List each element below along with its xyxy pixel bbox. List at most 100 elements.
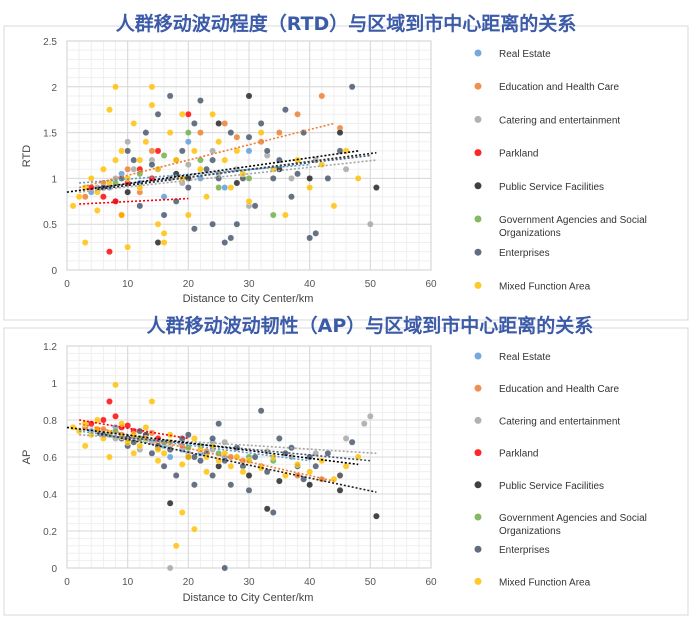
chart-1-title: 人群移动波动程度（RTD）与区域到市中心距离的关系 [116, 12, 577, 35]
chart-2-point-mixed-function-area [203, 453, 210, 461]
chart-1-point-parkland [106, 248, 113, 256]
chart-1-point-enterprises [269, 174, 277, 182]
chart-2-point-mixed-function-area [154, 446, 162, 453]
chart-1-x-tick-label: 40 [304, 279, 316, 290]
chart-1-point-mixed-function-area [81, 239, 89, 246]
chart-1-point-enterprises [221, 239, 229, 246]
chart-2-point-mixed-function-area [142, 423, 150, 431]
chart-2-legend: Real Estate Education and Health Care Cate… [474, 352, 647, 588]
chart-1-point-enterprises [154, 110, 162, 118]
chart-1-legend-marker-government-agencies-and-social-organizations [474, 215, 482, 223]
chart-2-trendline-parkland [78, 419, 189, 440]
chart-1-y-axis-label: RTD [21, 145, 33, 167]
chart-2-point-enterprises [251, 453, 259, 461]
chart-1-point-enterprises [251, 202, 259, 210]
chart-1-point-enterprises [190, 120, 198, 127]
chart-2-legend-marker-parkland [474, 449, 482, 457]
chart-1-point-government-agencies-and-social-organizations [215, 184, 223, 191]
chart-1-point-enterprises [142, 129, 150, 137]
chart-1-point-mixed-function-area [112, 83, 119, 91]
chart-2-point-enterprises [257, 407, 265, 415]
chart-2-x-tick-label: 0 [64, 577, 70, 588]
chart-1-point-public-service-facilities [372, 184, 380, 191]
chart-1-point-government-agencies-and-social-organizations [160, 152, 168, 159]
chart-1-point-enterprises [124, 147, 132, 155]
chart-2-point-mixed-function-area [118, 420, 126, 428]
chart-1-point-government-agencies-and-social-organizations [269, 211, 277, 219]
chart-1-point-enterprises [263, 147, 271, 155]
chart-1-point-education-and-health-care [275, 129, 283, 137]
chart-1-point-enterprises [257, 120, 265, 127]
chart-1-legend-label-real-estate: Real Estate [499, 49, 551, 60]
chart-1-legend-marker-real-estate [474, 49, 482, 57]
chart-2-point-mixed-function-area [172, 542, 180, 550]
chart-2-point-mixed-function-area [106, 453, 113, 461]
chart-1-legend-marker-catering-and-entertainment [474, 115, 482, 123]
chart-1-point-enterprises [209, 156, 217, 164]
chart-2-point-enterprises [148, 449, 156, 457]
chart-2-point-enterprises [172, 472, 180, 479]
chart-1-point-mixed-function-area [233, 147, 241, 155]
chart-1-legend-label-parkland: Parkland [499, 149, 538, 160]
chart-2-point-enterprises [197, 457, 204, 465]
chart-2-y-tick-label: 1.2 [43, 342, 57, 353]
chart-1-point-mixed-function-area [306, 184, 314, 191]
chart-2-x-tick-label: 50 [365, 577, 377, 588]
chart-2-point-enterprises [136, 427, 144, 435]
chart-1-point-mixed-function-area [118, 211, 126, 219]
chart-1-point-public-service-facilities [306, 174, 314, 182]
chart-1-plot-frame [66, 40, 432, 271]
chart-1-point-enterprises [172, 197, 180, 205]
chart-2-point-enterprises [275, 435, 283, 442]
chart-2-x-tick-label: 10 [122, 577, 134, 588]
chart-2-point-mixed-function-area [227, 462, 235, 470]
chart-1-legend-marker-education-and-health-care [474, 82, 482, 90]
chart-1-point-catering-and-entertainment [130, 165, 138, 173]
chart-2-point-mixed-function-area [130, 449, 138, 457]
chart-1-point-enterprises [190, 225, 198, 233]
chart-1-point-mixed-function-area [160, 239, 168, 246]
chart-1-point-mixed-function-area [281, 211, 289, 219]
chart-2-point-parkland [112, 412, 119, 420]
chart-1-point-parkland [112, 197, 119, 205]
chart-1-point-public-service-facilities [154, 239, 162, 246]
chart-2-plot-frame [66, 345, 432, 569]
chart-1-point-mixed-function-area [136, 184, 144, 191]
chart-2-title: 人群移动波动韧性（AP）与区域到市中心距离的关系 [147, 314, 594, 337]
chart-2-point-mixed-function-area [69, 423, 77, 431]
chart-2-legend-marker-real-estate [474, 352, 482, 360]
chart-1-point-enterprises [203, 165, 210, 173]
chart-2-point-mixed-function-area [257, 464, 265, 472]
chart-2-legend-label-catering-and-entertainment: Catering and entertainment [499, 416, 620, 427]
chart-2-point-mixed-function-area [93, 416, 101, 424]
chart-1-point-mixed-function-area [118, 147, 126, 155]
chart-1-point-enterprises [348, 83, 356, 91]
chart-1-point-mixed-function-area [124, 243, 132, 251]
chart-1-point-parkland [100, 193, 107, 201]
chart-1-plot-area: 0 10 20 30 40 50 60 0 0.5 1 1.5 2 2.5 [43, 37, 437, 290]
chart-1-point-mixed-function-area [209, 110, 217, 118]
chart-1-point-education-and-health-care [221, 120, 229, 127]
chart-1-point-public-service-facilities [336, 129, 344, 137]
chart-1-point-education-and-health-care [233, 133, 241, 141]
chart-1-point-mixed-function-area [354, 174, 362, 182]
chart-1-point-mixed-function-area [75, 193, 83, 201]
chart-1-trendline-enterprises [97, 154, 371, 189]
chart-1-trendline-real-estate [79, 163, 310, 184]
chart-2-point-mixed-function-area [178, 460, 186, 468]
chart-2-point-catering-and-entertainment [166, 564, 174, 572]
chart-2-x-tick-label: 60 [425, 577, 437, 588]
chart-1-point-mixed-function-area [100, 165, 107, 173]
chart-2-x-axis-label: Distance to City Center/km [183, 592, 314, 604]
chart-1-legend-marker-enterprises [474, 248, 482, 256]
chart-1-point-parkland [184, 110, 192, 118]
chart-2-point-mixed-function-area [178, 509, 186, 516]
chart-1-x-tick-label: 60 [425, 279, 437, 290]
chart-2-y-tick-label: 0.8 [43, 416, 57, 427]
chart-1-x-axis-label: Distance to City Center/km [183, 293, 314, 305]
chart-2-trendline-mixed-function-area [66, 426, 359, 466]
chart-2-point-mixed-function-area [233, 453, 241, 461]
chart-1-y-tick-label: 0.5 [43, 220, 57, 231]
chart-2-point-mixed-function-area [184, 453, 192, 461]
